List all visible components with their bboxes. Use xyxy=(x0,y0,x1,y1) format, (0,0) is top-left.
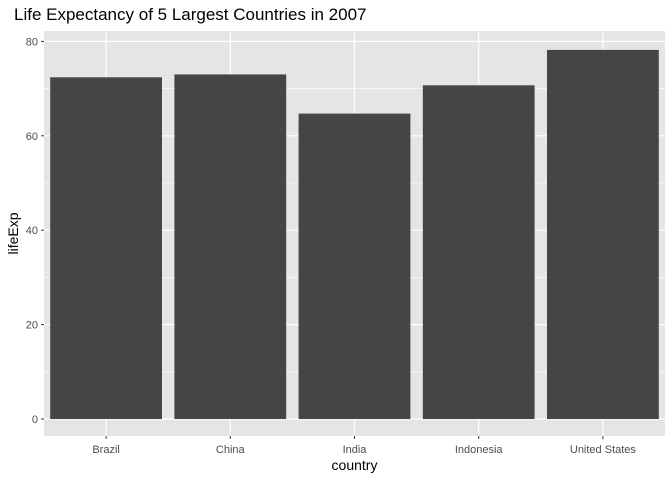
bar xyxy=(174,74,287,419)
x-axis-title: country xyxy=(332,457,378,473)
bar xyxy=(422,85,535,420)
x-tick-label: Indonesia xyxy=(455,444,504,456)
x-tick-label: India xyxy=(343,444,368,456)
bar xyxy=(547,49,659,420)
bar xyxy=(50,77,162,419)
y-tick-label: 20 xyxy=(26,320,38,332)
chart-title: Life Expectancy of 5 Largest Countries i… xyxy=(14,5,367,24)
y-tick-label: 60 xyxy=(26,131,38,143)
bars xyxy=(50,49,659,420)
x-axis: Brazil China India Indonesia United States xyxy=(92,436,636,456)
bar xyxy=(298,113,411,419)
x-tick-label: Brazil xyxy=(92,444,120,456)
y-tick-label: 0 xyxy=(32,414,38,426)
y-tick-label: 80 xyxy=(26,36,38,48)
x-tick-label: China xyxy=(216,444,246,456)
y-tick-label: 40 xyxy=(26,225,38,237)
y-axis: 0 20 40 60 80 xyxy=(26,36,44,426)
y-axis-title: lifeExp xyxy=(5,212,21,254)
x-tick-label: United States xyxy=(570,444,637,456)
